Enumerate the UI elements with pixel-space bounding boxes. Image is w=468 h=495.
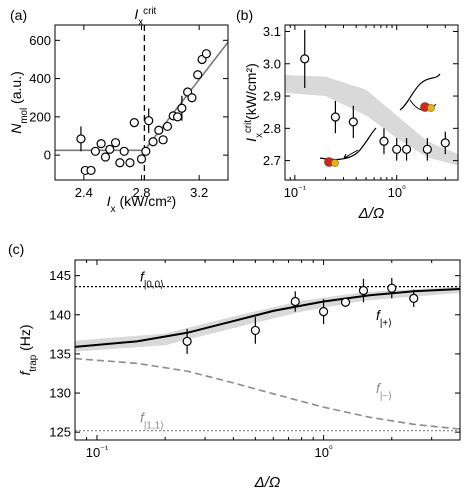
data-point (409, 293, 419, 303)
molecule-icon (324, 157, 339, 167)
data-point (105, 144, 115, 154)
data-point (162, 121, 173, 132)
panel-label: (c) (8, 241, 24, 257)
data-point (401, 144, 412, 154)
reference-line-label: f|1,1⟩ (140, 410, 164, 432)
y-axis-label: Nmol (a.u.) (8, 71, 30, 134)
y-tick-label: 2.7 (263, 153, 281, 168)
data-point (187, 93, 197, 103)
series-line (74, 357, 461, 430)
y-tick-label: 3.1 (263, 24, 281, 39)
data-point (340, 297, 351, 307)
data-point (201, 49, 211, 59)
data-point (182, 336, 192, 346)
y-axis-label: Ixcrit(kW/cm²) (243, 63, 265, 142)
potential-sketch-lower-icon (319, 127, 377, 167)
data-point (115, 158, 125, 168)
data-point (96, 139, 106, 149)
y-tick-label: 135 (49, 346, 71, 361)
data-point (358, 285, 369, 296)
series-label: f|+⟩ (376, 307, 392, 329)
data-point (379, 136, 389, 146)
data-point (250, 325, 260, 336)
potential-curve (399, 73, 441, 111)
x-axis-label: Δ/Ω (358, 205, 385, 222)
data-point (148, 137, 158, 147)
data-point (290, 296, 300, 307)
y-tick-label: 3.0 (263, 56, 281, 71)
x-tick-label: 10⁰ (388, 184, 406, 200)
panel-b-frame (284, 24, 459, 181)
data-point (136, 154, 147, 164)
data-point (110, 138, 121, 148)
data-point (172, 112, 183, 122)
data-point (141, 146, 151, 156)
data-point (330, 112, 340, 122)
data-point (318, 307, 329, 317)
panel-a-frame (54, 24, 229, 181)
confidence-band (285, 75, 458, 166)
x-tick-label: 10⁰ (315, 444, 333, 460)
data-point (300, 54, 310, 64)
reference-line-label: f|0,0⟩ (140, 269, 164, 291)
x-tick-label: 2.4 (75, 185, 93, 200)
y-tick-label: 145 (49, 268, 71, 283)
data-point (144, 116, 154, 126)
data-point (387, 283, 397, 293)
y-tick-label: 2.8 (263, 121, 281, 136)
x-tick-label: 2.8 (132, 185, 150, 200)
y-tick-label: 200 (29, 109, 51, 124)
y-tick-label: 400 (29, 71, 51, 86)
y-tick-label: 2.9 (263, 89, 281, 104)
data-point (154, 125, 164, 135)
panel-label: (b) (236, 7, 253, 23)
data-point (76, 134, 86, 144)
x-axis-label: Ix (kW/cm²) (107, 193, 176, 215)
atom-yellow-icon (427, 104, 435, 112)
data-point (392, 144, 402, 154)
y-tick-label: 140 (49, 307, 71, 322)
atom-yellow-icon (331, 159, 339, 167)
potential-curve (319, 127, 377, 161)
panel-label: (a) (10, 7, 27, 23)
data-point (440, 138, 450, 148)
panel-c-frame (74, 259, 461, 441)
arrow-icon (343, 149, 359, 159)
data-point (422, 144, 432, 154)
data-point (119, 146, 129, 156)
data-point (348, 117, 358, 127)
data-point (100, 152, 111, 162)
data-point (177, 103, 187, 113)
data-point (125, 158, 135, 168)
x-tick-label: 3.2 (190, 185, 208, 200)
data-point (158, 135, 168, 145)
panel-b: 10⁻¹ 10⁰ 2.7 2.8 2.9 3.0 3.1 (b) Δ/Ω Ixcrit(kW/cm… (236, 7, 459, 222)
data-point (86, 165, 96, 176)
threshold-label: Ixcrit (134, 6, 156, 28)
potential-sketch-upper-icon (399, 73, 441, 112)
y-tick-label: 125 (49, 425, 71, 440)
data-point (193, 70, 203, 80)
y-tick-label: 0 (44, 148, 51, 163)
y-tick-label: 130 (49, 386, 71, 401)
molecule-icon (420, 102, 435, 112)
y-axis-label: ftrap (Hz) (17, 324, 39, 375)
x-tick-label: 10⁻¹ (284, 184, 306, 200)
data-point (90, 146, 100, 156)
series-label: f|−⟩ (376, 380, 392, 402)
x-axis-label: Δ/Ω (254, 474, 281, 491)
arrow-head-icon (343, 153, 350, 159)
y-tick-label: 600 (29, 33, 51, 48)
panel-a: 2.4 2.8 3.2 0 200 400 600(a) Ixcrit Ix (kW/cm²) N… (8, 6, 229, 215)
data-point (129, 117, 139, 128)
series-line (74, 287, 461, 348)
panel-c: 10⁻¹ 10⁰ 125 130 135 140 145 f|0,0⟩ f|1,1⟩ f|+⟩ f|… (8, 241, 461, 491)
x-tick-label: 10⁻¹ (86, 444, 108, 460)
